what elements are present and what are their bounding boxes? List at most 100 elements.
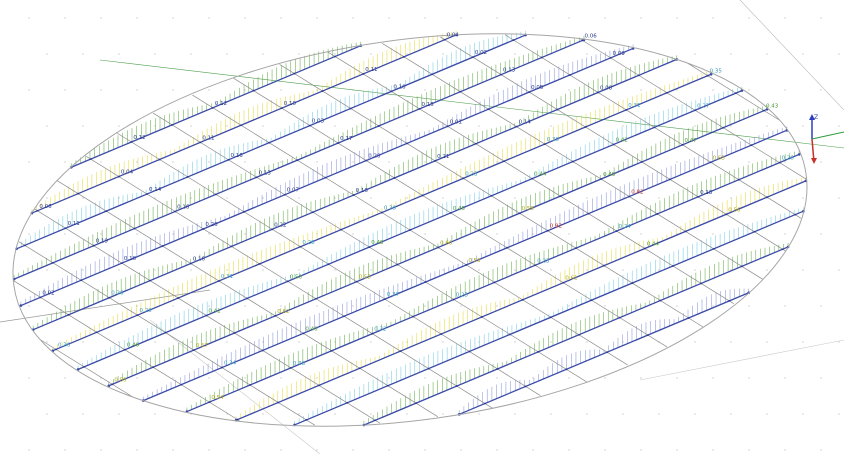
mesh-node xyxy=(734,92,737,95)
grid-point xyxy=(352,233,354,235)
grid-point xyxy=(316,17,318,19)
grid-point xyxy=(424,161,426,163)
grid-point xyxy=(316,449,318,451)
mesh-node xyxy=(537,350,540,353)
result-diagrams xyxy=(13,30,807,426)
grid-point xyxy=(712,305,714,307)
grid-point xyxy=(550,413,552,415)
grid-point xyxy=(460,17,462,19)
grid-point xyxy=(118,341,120,343)
mesh-node xyxy=(215,193,217,196)
mesh-node xyxy=(543,143,546,146)
grid-point xyxy=(712,377,714,379)
grid-point xyxy=(190,53,192,55)
mesh-node xyxy=(252,89,255,92)
mesh-node xyxy=(431,73,434,76)
grid-point xyxy=(460,161,462,163)
mesh-node xyxy=(568,74,571,76)
result-value-label: 0.14 xyxy=(519,120,532,126)
mesh-node xyxy=(452,298,455,301)
mesh-node xyxy=(52,261,54,264)
grid-point xyxy=(352,377,354,379)
grid-point xyxy=(334,53,336,55)
grid-point xyxy=(730,413,732,415)
mesh-node xyxy=(236,418,239,421)
mesh-node xyxy=(449,211,452,214)
result-value-label: 0.39 xyxy=(384,206,397,212)
grid-point xyxy=(298,269,300,271)
mesh-node xyxy=(403,55,405,58)
grid-point xyxy=(316,89,318,91)
grid-point xyxy=(514,53,516,55)
grid-point xyxy=(154,269,156,271)
grid-point xyxy=(838,341,840,343)
mesh-node xyxy=(424,281,427,283)
mesh-node xyxy=(493,281,496,284)
grid-point xyxy=(208,89,210,91)
grid-point xyxy=(604,305,606,307)
grid-point xyxy=(82,341,84,343)
mesh-node xyxy=(484,402,486,405)
mesh-node xyxy=(161,245,164,247)
mesh-node xyxy=(149,279,151,282)
result-value-label: 0.09 xyxy=(613,51,626,57)
result-value-label: 0.10 xyxy=(284,101,297,107)
grid-point xyxy=(442,413,444,415)
grid-point xyxy=(46,341,48,343)
mesh-node xyxy=(83,365,86,368)
grid-point xyxy=(226,197,228,199)
result-value-label: 0.25 xyxy=(456,292,469,298)
grid-point xyxy=(640,377,642,379)
grid-point xyxy=(190,197,192,199)
mesh-node xyxy=(706,74,709,77)
mesh-node xyxy=(230,245,233,248)
mesh-node xyxy=(64,227,67,230)
grid-point xyxy=(496,89,498,91)
result-value-label: 0.13 xyxy=(503,68,516,74)
grid-point xyxy=(154,53,156,55)
result-value-label: 0.57 xyxy=(196,343,209,349)
mesh-node xyxy=(490,194,493,197)
grid-point xyxy=(352,305,354,307)
mesh-node xyxy=(309,124,311,127)
grid-point xyxy=(766,269,768,271)
beam-line xyxy=(235,180,807,421)
grid-point xyxy=(316,161,318,163)
grid-point xyxy=(136,449,138,451)
grid-point xyxy=(442,269,444,271)
beam-node xyxy=(19,304,23,307)
result-value-label: 0.59 xyxy=(114,377,127,383)
mesh-node xyxy=(462,177,465,180)
grid-point xyxy=(406,197,408,199)
grid-point xyxy=(388,161,390,163)
result-value-label: 0.02 xyxy=(42,290,54,296)
mesh-node xyxy=(368,246,371,249)
mesh-line xyxy=(34,208,380,424)
grid-point xyxy=(550,125,552,127)
grid-point xyxy=(640,449,642,451)
grid-point xyxy=(802,197,804,199)
mesh-node xyxy=(669,178,671,181)
mesh-line xyxy=(86,156,493,409)
mesh-node xyxy=(286,280,289,283)
grid-point xyxy=(262,413,264,415)
mesh-node xyxy=(666,91,668,94)
grid-point xyxy=(298,53,300,55)
grid-point xyxy=(424,305,426,307)
grid-point xyxy=(820,161,822,163)
mesh-node xyxy=(565,368,568,371)
grid-point xyxy=(820,89,822,91)
grid-point xyxy=(712,17,714,19)
grid-point xyxy=(172,89,174,91)
grid-point xyxy=(28,233,30,235)
grid-point xyxy=(820,377,822,379)
grid-point xyxy=(28,377,30,379)
result-value-label: 0.63 xyxy=(713,155,726,161)
mesh-node xyxy=(524,385,527,388)
mesh-node xyxy=(606,351,609,354)
mesh-node xyxy=(399,350,402,353)
grid-point xyxy=(622,413,624,415)
grid-point xyxy=(802,269,804,271)
grid-point xyxy=(100,161,102,163)
